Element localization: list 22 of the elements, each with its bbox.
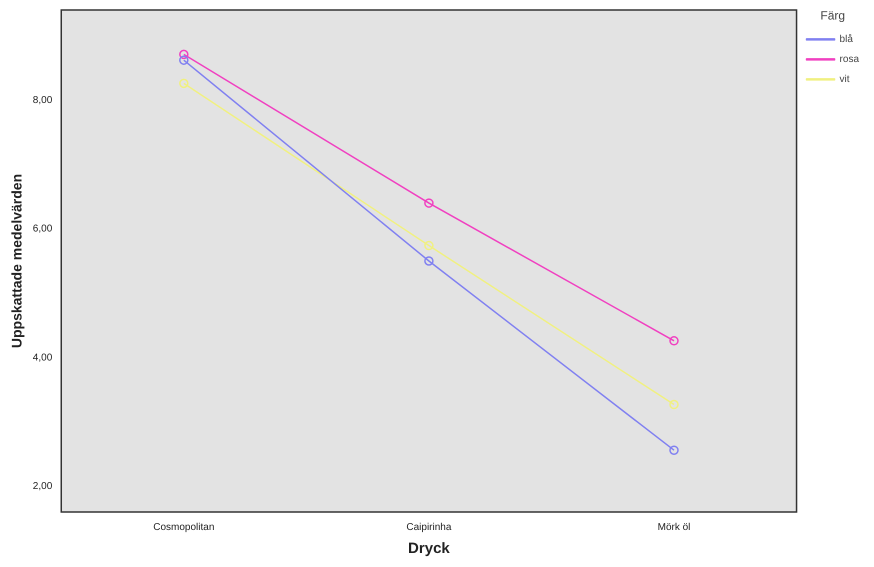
legend-label: blå bbox=[840, 33, 854, 46]
y-tick-label: 2,00 bbox=[32, 481, 53, 492]
point bbox=[669, 400, 679, 410]
point bbox=[669, 336, 679, 346]
y-axis-title: Uppskattade medelvärden bbox=[8, 174, 24, 348]
legend-label: vit bbox=[840, 74, 850, 86]
y-tick-label: 4,00 bbox=[32, 352, 53, 364]
legend-label: rosa bbox=[840, 54, 860, 66]
point bbox=[179, 78, 189, 88]
x-axis-title: Dryck bbox=[408, 540, 450, 558]
y-tick-label: 6,00 bbox=[32, 224, 53, 235]
x-tick-label: Caipirinha bbox=[406, 522, 452, 533]
y-tick-label: 8,00 bbox=[32, 94, 53, 106]
point bbox=[179, 55, 189, 65]
point bbox=[669, 445, 679, 455]
point bbox=[424, 240, 434, 250]
point bbox=[179, 50, 189, 60]
point bbox=[424, 198, 434, 208]
legend-title: Färg bbox=[820, 8, 846, 22]
x-tick-label: Cosmopolitan bbox=[153, 522, 214, 533]
x-tick-label: Mörk öl bbox=[658, 522, 690, 533]
point bbox=[424, 256, 434, 266]
